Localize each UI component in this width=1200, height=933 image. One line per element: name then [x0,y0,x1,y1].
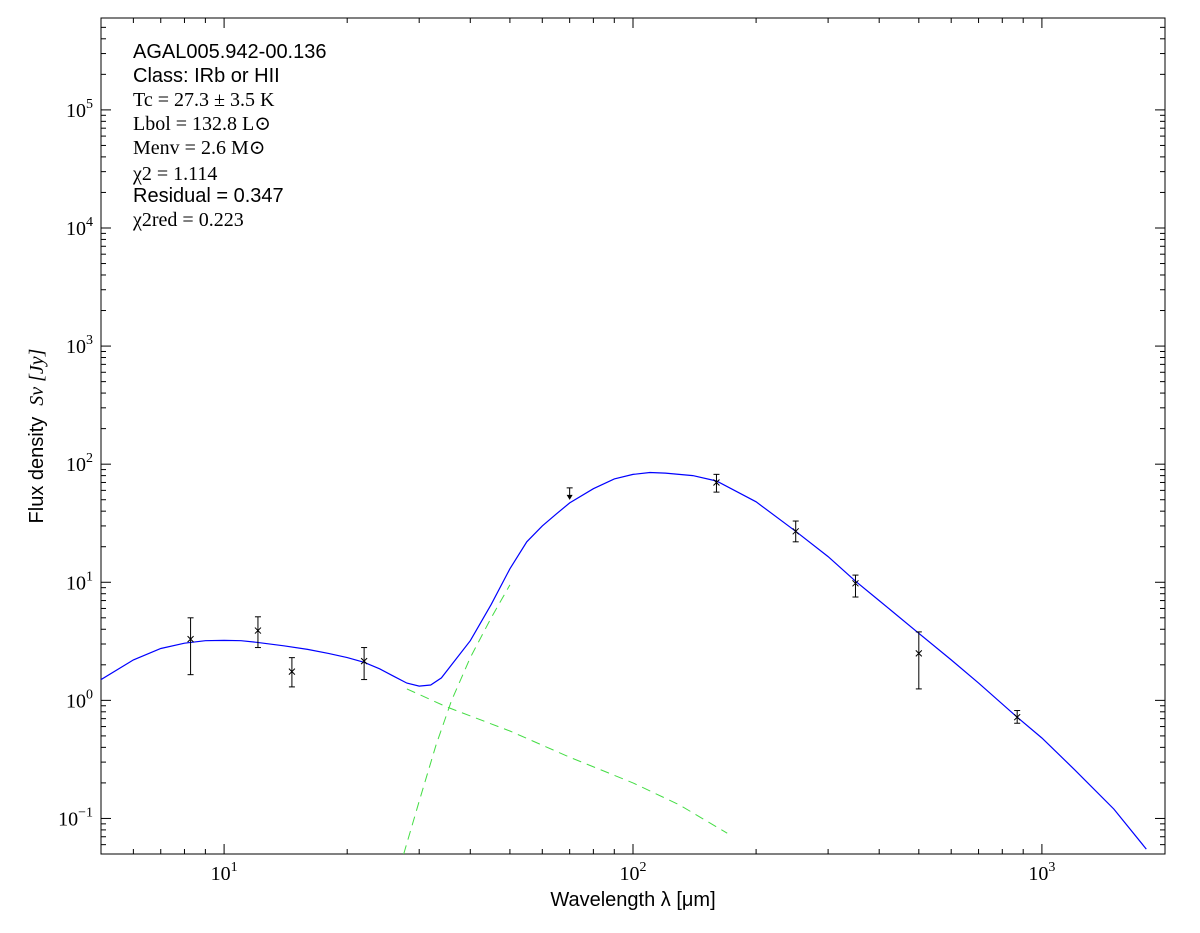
annotation-block: AGAL005.942-00.136 Class: IRb or HII Tc … [132,41,327,231]
data-point [254,616,262,649]
y-axis-label-prefix: Flux density [26,417,48,524]
chi2-text: χ2 = 1.114 [132,163,217,185]
chi2-reduced-text: χ2red = 0.223 [132,209,244,231]
data-point [187,617,194,676]
x-tick-label: 102 [620,860,647,885]
svg-text:Flux density Sν [Jy]: Flux density Sν [Jy] [26,349,48,524]
y-tick-label: 101 [66,569,93,594]
upper-limit-point [566,487,573,500]
y-axis-label-math: Sν [Jy] [26,349,48,406]
y-tick-label: 104 [66,215,93,240]
envelope-mass-text: Menv = 2.6 M⊙ [133,137,265,159]
y-tick-label: 103 [66,333,93,358]
temperature-text: Tc = 27.3 ± 3.5 K [133,89,275,111]
component-curve-2 [403,584,511,854]
axis-ticks [100,17,1166,855]
marker-x [360,657,368,665]
marker-x [187,635,194,643]
model-curves [101,471,1147,854]
y-tick-label: 10−1 [58,805,93,830]
y-tick-label: 100 [66,687,93,712]
marker-x [852,579,859,587]
source-name: AGAL005.942-00.136 [133,41,327,63]
marker-x [288,668,296,676]
marker-x [915,650,923,657]
data-point [288,657,296,688]
luminosity-text: Lbol = 132.8 L⊙ [133,113,271,135]
tick-labels: 101 102 103 10−1 100 101 102 103 104 105 [58,97,1055,885]
data-point [792,520,800,543]
x-tick-label: 101 [211,860,238,885]
marker-x [792,527,800,535]
data-point [713,473,720,493]
source-class: Class: IRb or HII [133,65,280,87]
total-model-curve [101,471,1147,850]
x-axis-label: Wavelength λ [μm] [550,889,715,911]
marker-x [713,479,720,486]
residual-text: Residual = 0.347 [133,185,284,207]
marker-x [1013,713,1021,721]
y-tick-label: 105 [66,97,93,122]
data-point [852,574,859,598]
y-tick-label: 102 [66,451,93,476]
component-curve-1 [406,688,728,834]
x-tick-label: 103 [1028,860,1055,885]
data-points [187,473,1021,724]
upper-limit-arrow [566,494,573,500]
data-point [915,631,923,690]
y-axis-label: Flux density Sν [Jy] [26,349,48,524]
data-point [360,647,368,681]
marker-x [254,627,262,634]
data-point [1013,710,1021,724]
